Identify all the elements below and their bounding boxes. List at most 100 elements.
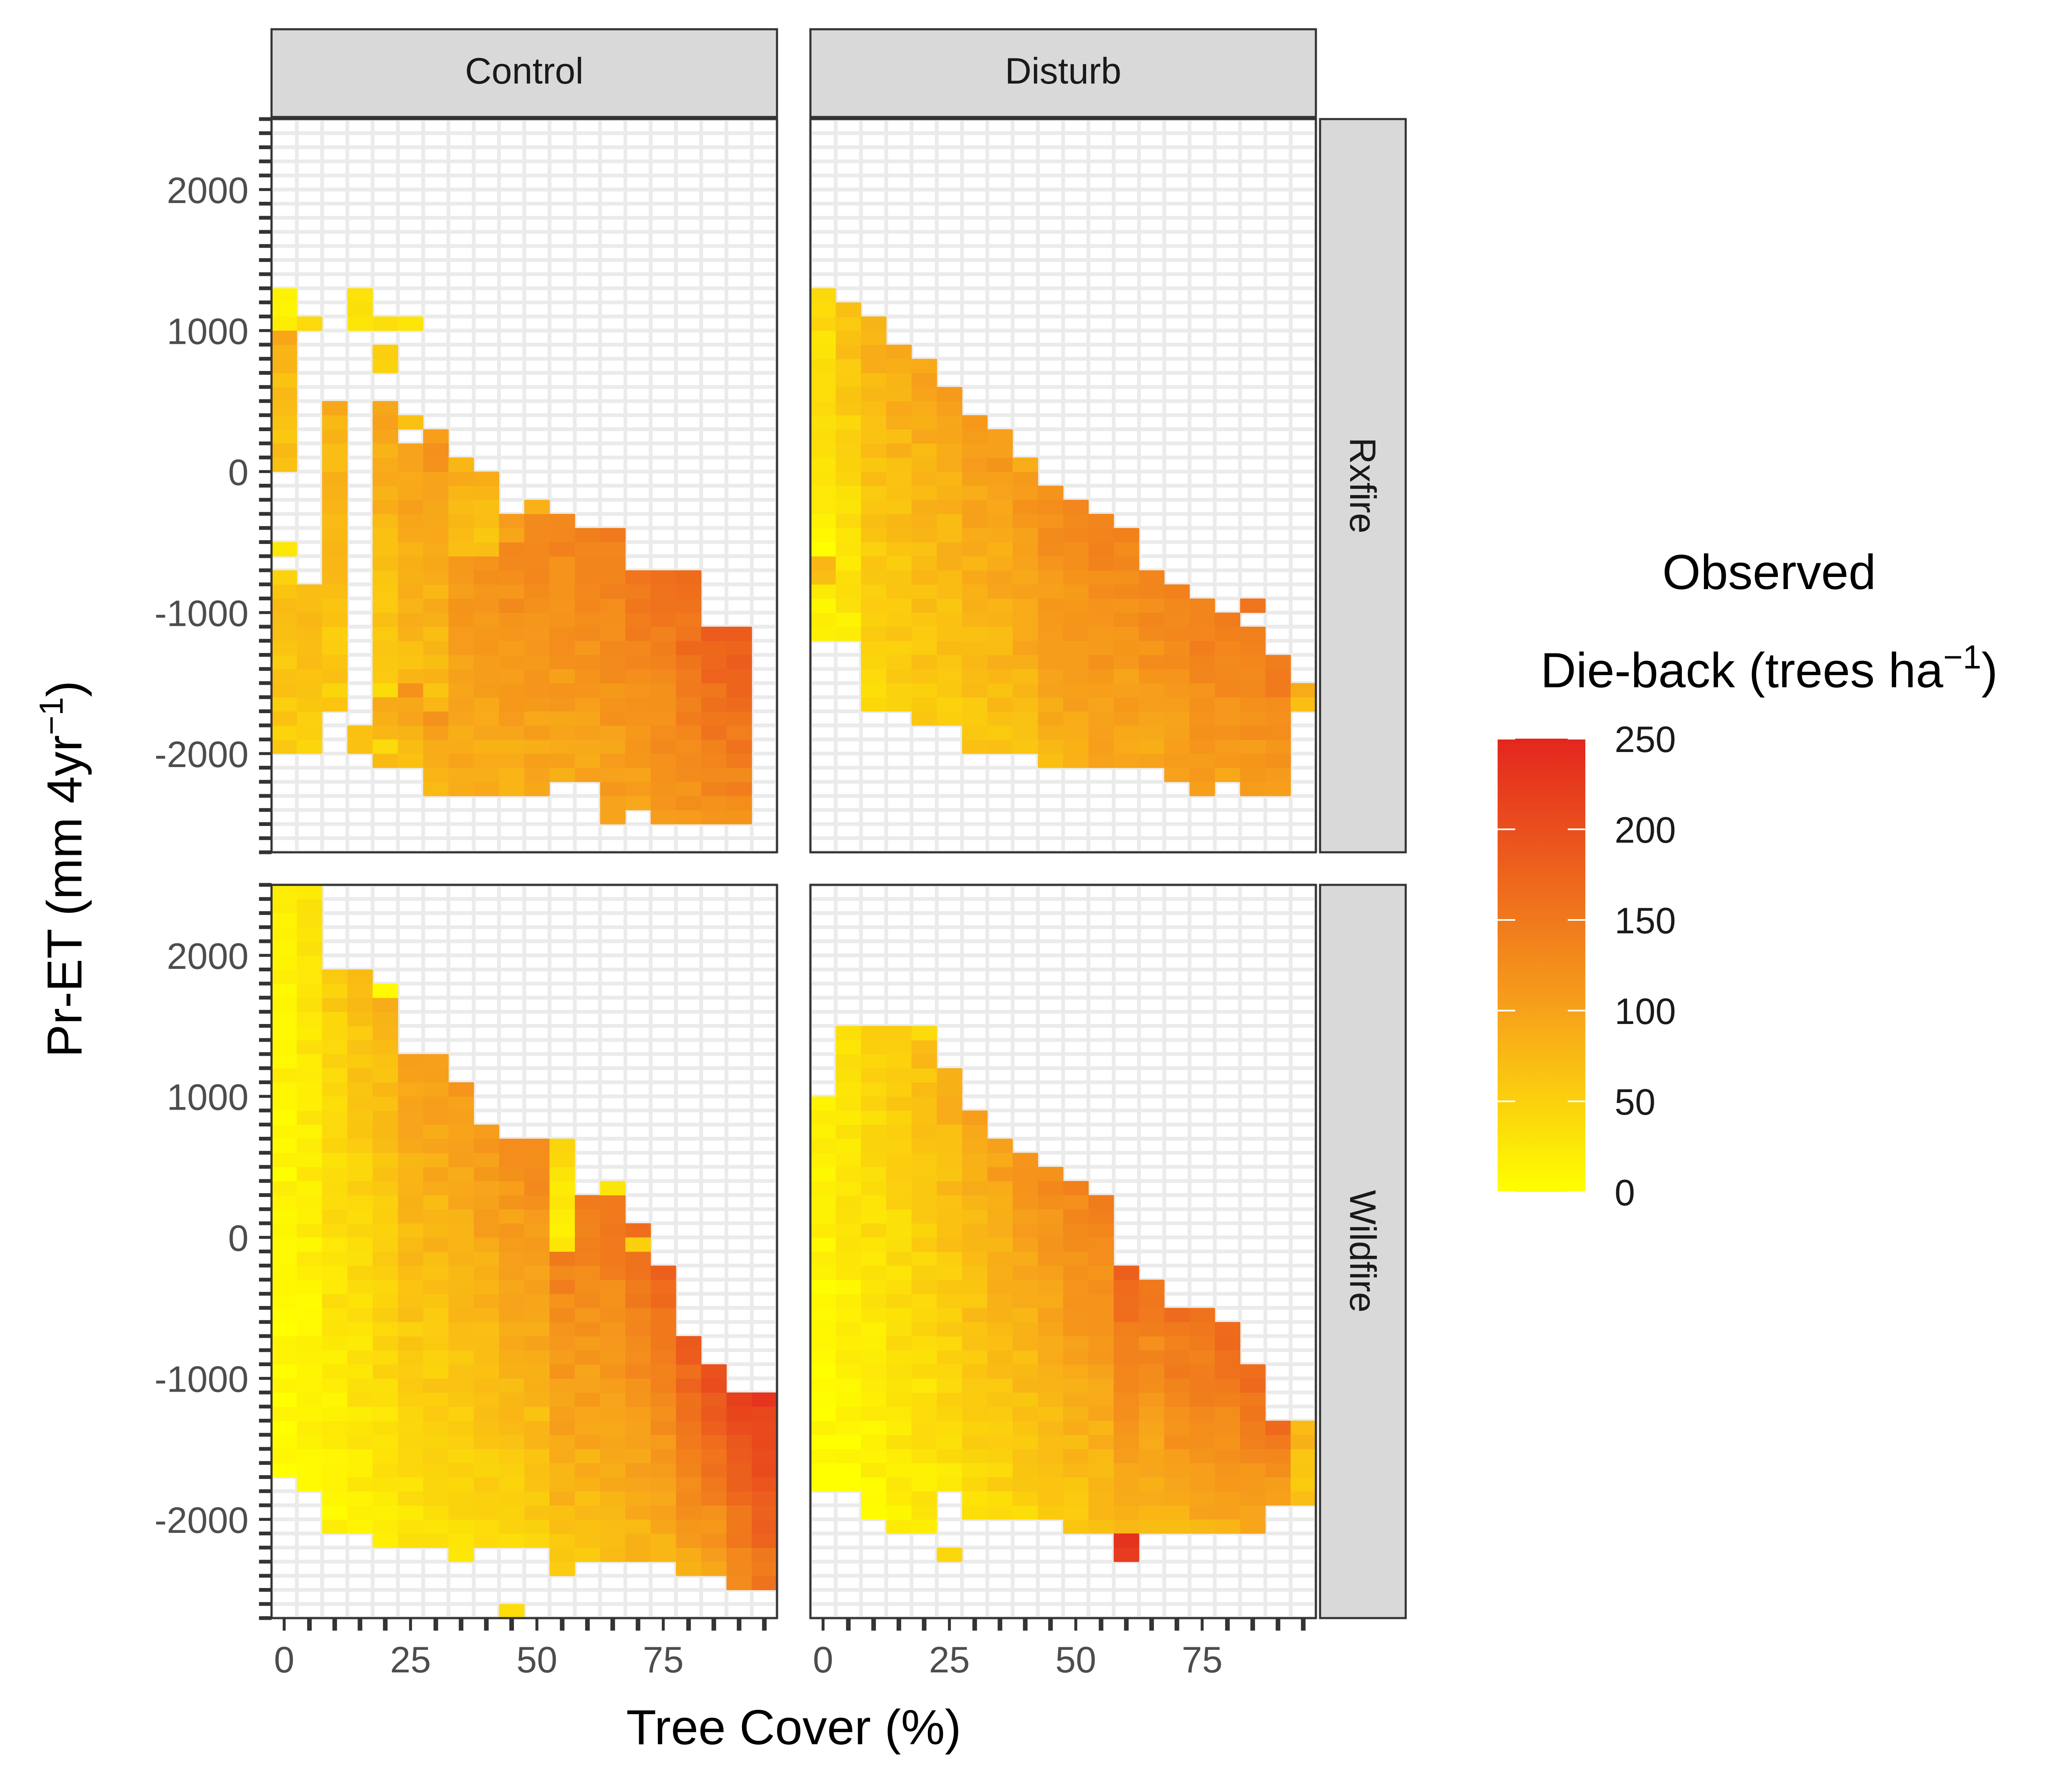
heatmap-tile <box>423 640 449 656</box>
heatmap-tile <box>297 1153 322 1167</box>
heatmap-tile <box>650 1491 676 1506</box>
heatmap-tile <box>499 1604 525 1618</box>
heatmap-tile <box>373 1026 399 1040</box>
heatmap-tile <box>1189 1378 1215 1393</box>
heatmap-tile <box>322 1308 348 1322</box>
heatmap-tile <box>322 443 348 458</box>
heatmap-tile <box>625 725 651 740</box>
heatmap-tile <box>1038 612 1064 627</box>
heatmap-tile <box>861 1181 887 1196</box>
heatmap-tile <box>962 570 988 585</box>
heatmap-tile <box>448 528 474 543</box>
heatmap-tile <box>1063 598 1089 613</box>
heatmap-tile <box>1114 584 1140 599</box>
heatmap-tile <box>726 640 752 656</box>
heatmap-tile <box>1189 683 1215 698</box>
heatmap-tile <box>835 387 861 401</box>
heatmap-tile <box>549 1519 575 1534</box>
heatmap-tile <box>423 669 449 683</box>
heatmap-tile <box>524 725 550 740</box>
heatmap-tile <box>423 528 449 543</box>
heatmap-tile <box>1013 1420 1039 1435</box>
heatmap-tile <box>1189 1350 1215 1365</box>
heatmap-tile <box>448 725 474 740</box>
heatmap-tile <box>272 1195 297 1209</box>
heatmap-tile <box>861 429 887 444</box>
heatmap-tile <box>373 711 399 726</box>
heatmap-tile <box>423 1223 449 1238</box>
legend-tick-label: 250 <box>1615 719 1676 760</box>
heatmap-tile <box>1063 739 1089 754</box>
heatmap-tile <box>861 1350 887 1365</box>
heatmap-tile <box>600 1491 626 1506</box>
heatmap-tile <box>937 500 962 514</box>
heatmap-tile <box>524 1181 550 1196</box>
heatmap-tile <box>1139 1293 1165 1308</box>
heatmap-tile <box>549 1562 575 1576</box>
heatmap-tile <box>322 1082 348 1097</box>
heatmap-tile <box>600 556 626 571</box>
heatmap-tile <box>297 1251 322 1266</box>
heatmap-tile <box>1038 1251 1064 1266</box>
heatmap-tile <box>1114 683 1140 698</box>
heatmap-tile <box>575 1533 601 1548</box>
heatmap-tile <box>962 1209 988 1224</box>
heatmap-tile <box>272 612 297 627</box>
heatmap-tile <box>549 753 575 768</box>
heatmap-tile <box>810 401 836 416</box>
heatmap-tile <box>347 969 373 984</box>
heatmap-tile <box>937 443 962 458</box>
heatmap-tile <box>448 1463 474 1478</box>
heatmap-tile <box>474 1505 500 1520</box>
heatmap-tile <box>600 1364 626 1379</box>
heatmap-tile <box>549 1378 575 1393</box>
heatmap-tile <box>886 1251 912 1266</box>
heatmap-tile <box>448 1167 474 1181</box>
heatmap-tile <box>575 598 601 613</box>
heatmap-tile <box>835 1251 861 1266</box>
heatmap-tile <box>575 1463 601 1478</box>
heatmap-tile <box>524 753 550 768</box>
heatmap-tile <box>1215 711 1241 726</box>
heatmap-tile <box>676 1477 702 1491</box>
heatmap-tile <box>886 1068 912 1083</box>
heatmap-tile <box>297 1420 322 1435</box>
heatmap-tile <box>835 302 861 317</box>
heatmap-tile <box>423 1322 449 1336</box>
heatmap-tile <box>423 1533 449 1548</box>
heatmap-tile <box>835 401 861 416</box>
heatmap-tile <box>398 1449 424 1463</box>
heatmap-tile <box>987 443 1013 458</box>
heatmap-tile <box>962 612 988 627</box>
heatmap-tile <box>886 669 912 683</box>
heatmap-tile <box>650 1463 676 1478</box>
heatmap-tile <box>861 528 887 543</box>
heatmap-tile <box>297 941 322 956</box>
heatmap-tile <box>373 1167 399 1181</box>
heatmap-tile <box>297 1068 322 1083</box>
heatmap-tile <box>676 1350 702 1365</box>
heatmap-tile <box>423 1350 449 1365</box>
heatmap-tile <box>1114 1463 1140 1478</box>
heatmap-tile <box>987 1392 1013 1407</box>
heatmap-tile <box>423 1293 449 1308</box>
heatmap-tile <box>625 1392 651 1407</box>
heatmap-tile <box>886 598 912 613</box>
heatmap-tile <box>625 1435 651 1449</box>
heatmap-tile <box>676 1519 702 1534</box>
heatmap-tile <box>912 669 937 683</box>
heatmap-tile <box>1215 1435 1241 1449</box>
heatmap-tile <box>650 1519 676 1534</box>
heatmap-tile <box>398 471 424 486</box>
heatmap-tile <box>474 1463 500 1478</box>
heatmap-tile <box>322 983 348 998</box>
heatmap-tile <box>1063 697 1089 712</box>
heatmap-tile <box>322 683 348 698</box>
column-strips: Control Disturb <box>270 28 1317 118</box>
heatmap-tile <box>398 1265 424 1280</box>
facet-panels <box>269 117 1318 1620</box>
heatmap-tile <box>448 669 474 683</box>
heatmap-tile <box>861 330 887 345</box>
heatmap-tile <box>650 1406 676 1421</box>
heatmap-tile <box>1189 1477 1215 1491</box>
